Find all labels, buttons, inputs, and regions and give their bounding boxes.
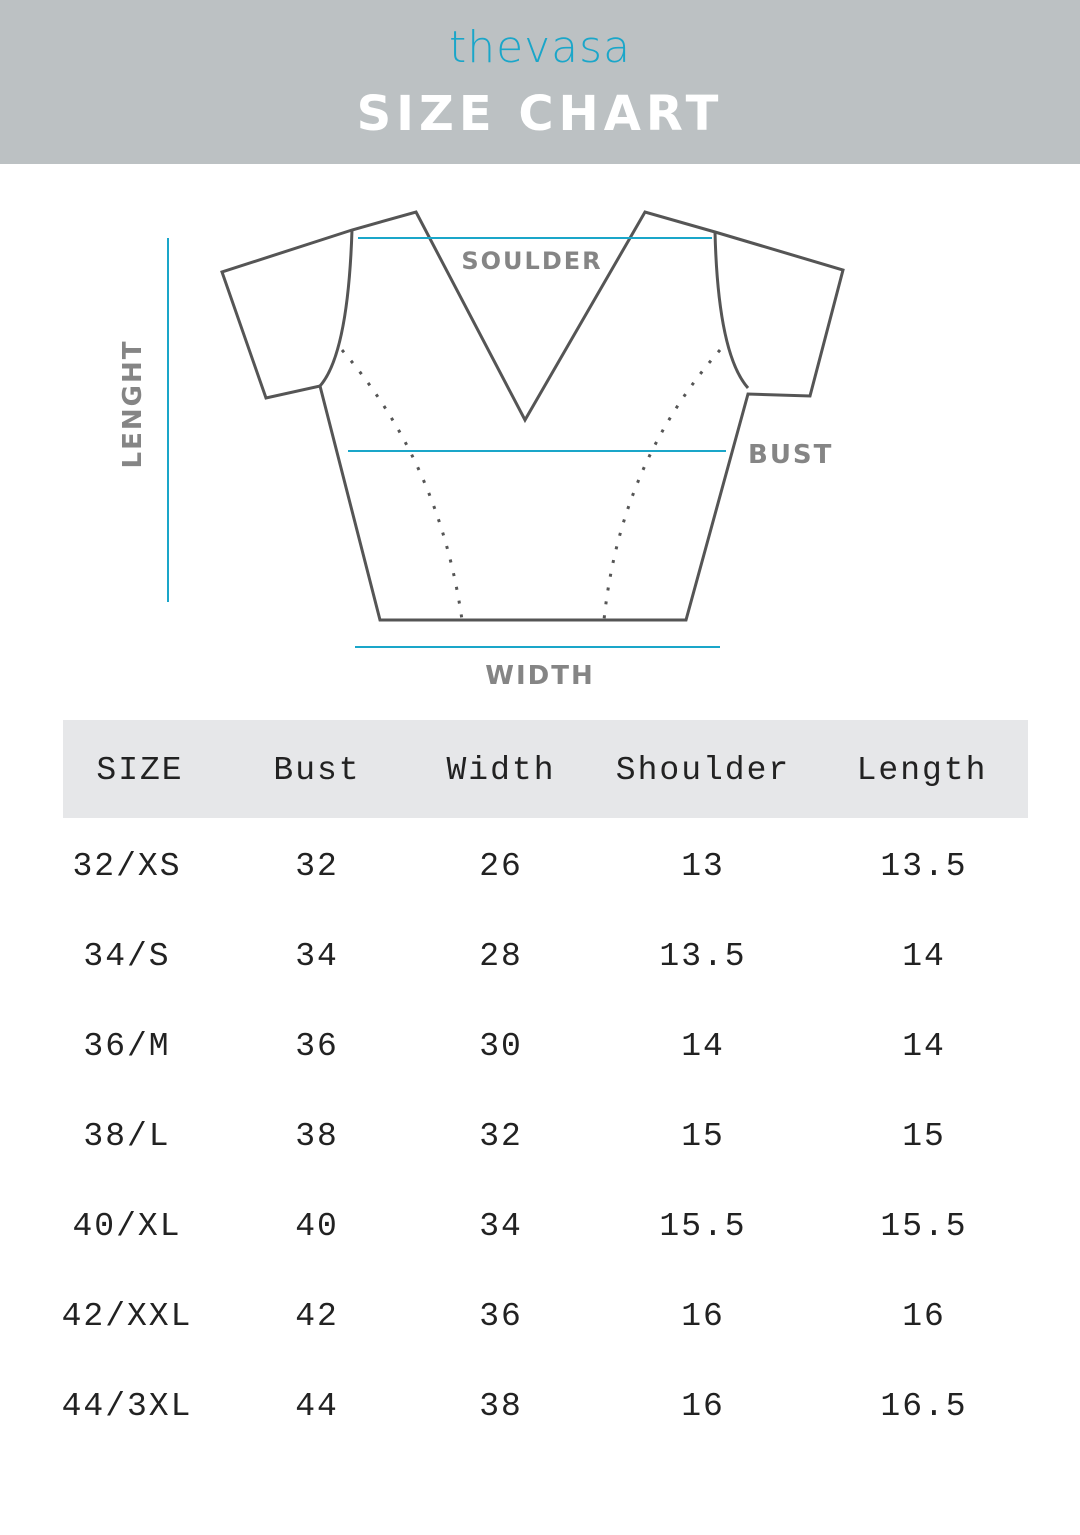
column-header: SIZE (96, 752, 184, 789)
table-cell: 38 (295, 1118, 339, 1155)
table-cell: 15.5 (880, 1208, 968, 1245)
table-cell: 16 (902, 1298, 946, 1335)
table-cell: 16 (681, 1388, 725, 1425)
table-cell: 36 (479, 1298, 523, 1335)
table-cell: 36 (295, 1028, 339, 1065)
measure-lines (167, 237, 726, 648)
table-cell: 34/S (83, 938, 171, 975)
blouse-measurement-diagram: SOULDER BUST WIDTH LENGHT (118, 210, 845, 691)
table-cell: 36/M (83, 1028, 171, 1065)
dart-lines (340, 349, 722, 621)
table-header (63, 720, 1028, 818)
table-cell: 14 (681, 1028, 725, 1065)
column-header: Width (446, 752, 556, 789)
width-label: WIDTH (485, 661, 594, 691)
table-cell: 38 (479, 1388, 523, 1425)
table-cell: 16 (681, 1298, 725, 1335)
table-cell: 32/XS (72, 848, 182, 885)
table-cell: 13.5 (880, 848, 968, 885)
table-cell: 44/3XL (61, 1388, 193, 1425)
table-cell: 38/L (83, 1118, 171, 1155)
column-header: Bust (273, 752, 361, 789)
table-cell: 26 (479, 848, 523, 885)
table-cell: 15 (902, 1118, 946, 1155)
table-cell: 14 (902, 938, 946, 975)
bust-label: BUST (748, 440, 833, 470)
table-cell: 13 (681, 848, 725, 885)
table-cell: 44 (295, 1388, 339, 1425)
table-cell: 30 (479, 1028, 523, 1065)
shoulder-label: SOULDER (461, 247, 602, 275)
table-cell: 34 (295, 938, 339, 975)
table-cell: 16.5 (880, 1388, 968, 1425)
blouse-outline (220, 210, 845, 622)
table-cell: 15 (681, 1118, 725, 1155)
table-cell: 42 (295, 1298, 339, 1335)
table-cell: 34 (479, 1208, 523, 1245)
table-cell: 40/XL (72, 1208, 182, 1245)
table-cell: 42/XXL (61, 1298, 193, 1335)
table-cell: 32 (479, 1118, 523, 1155)
table-cell: 15.5 (659, 1208, 747, 1245)
column-header: Shoulder (615, 752, 791, 789)
table-cell: 32 (295, 848, 339, 885)
table-cell: 28 (479, 938, 523, 975)
brand-logo: thevasa (448, 22, 632, 73)
page-title: SIZE CHART (356, 86, 724, 142)
table-cell: 40 (295, 1208, 339, 1245)
table-cell: 13.5 (659, 938, 747, 975)
header-banner: thevasa SIZE CHART (0, 0, 1080, 164)
length-label: LENGHT (118, 340, 148, 469)
column-header: Length (856, 752, 988, 789)
table-cell: 14 (902, 1028, 946, 1065)
